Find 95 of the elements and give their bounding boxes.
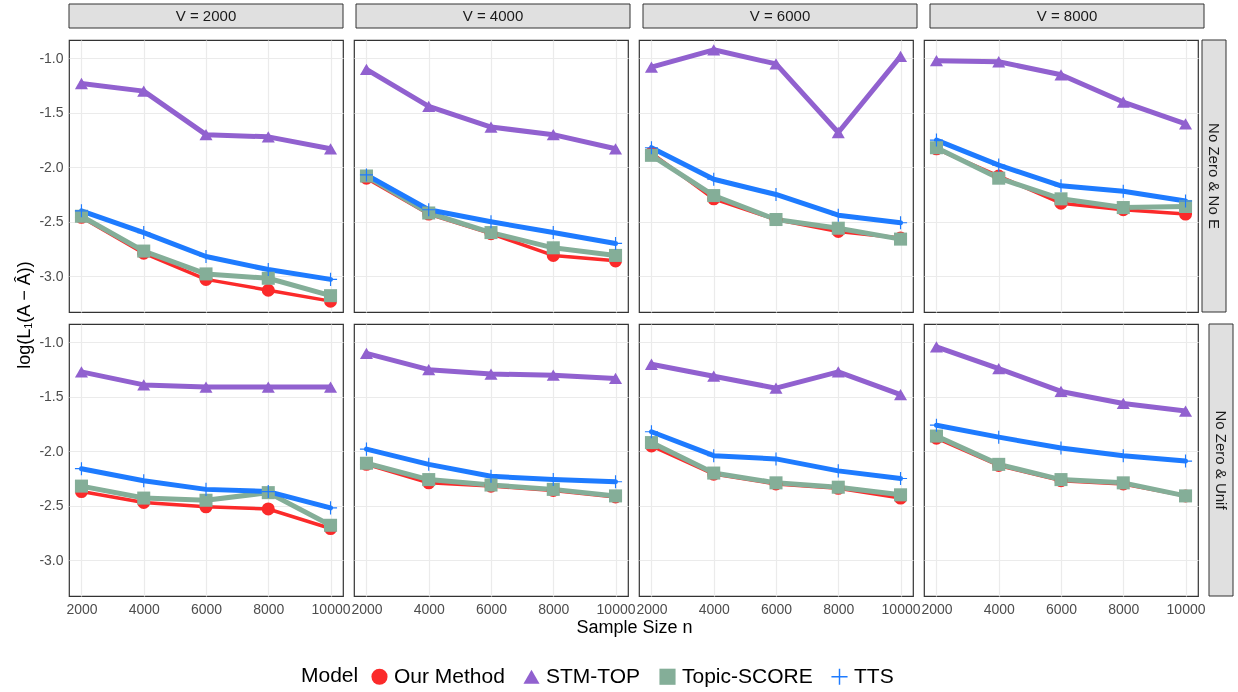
point bbox=[609, 248, 623, 262]
point bbox=[894, 389, 908, 401]
point bbox=[199, 129, 213, 141]
x-tick-label: 2000 bbox=[351, 600, 383, 617]
y2-axis-title: No Zero & Unif bbox=[1213, 410, 1230, 511]
y-tick-label: -2.5 bbox=[39, 213, 64, 230]
legend-title: Model bbox=[301, 663, 359, 686]
point bbox=[992, 362, 1006, 375]
point bbox=[74, 77, 88, 90]
point bbox=[1179, 118, 1193, 130]
point bbox=[484, 368, 498, 380]
x-tick-label: 2000 bbox=[636, 600, 668, 617]
x-tick-label: 4000 bbox=[128, 600, 161, 617]
point bbox=[1179, 405, 1193, 417]
point bbox=[324, 143, 338, 155]
point bbox=[1054, 385, 1068, 398]
legend-label: Topic-SCORE bbox=[682, 663, 813, 687]
point bbox=[644, 358, 658, 370]
point bbox=[324, 289, 338, 303]
y-tick-label: -3.0 bbox=[39, 551, 64, 568]
point bbox=[261, 131, 275, 143]
point bbox=[324, 518, 338, 532]
point bbox=[644, 61, 658, 73]
point bbox=[1116, 96, 1130, 108]
chart-title: V = 4000 bbox=[462, 7, 524, 24]
y-tick-label: -1.0 bbox=[39, 50, 64, 66]
point bbox=[324, 381, 338, 393]
point bbox=[1054, 192, 1068, 206]
x-tick-label: 10000 bbox=[1166, 600, 1206, 617]
point bbox=[261, 502, 275, 516]
y-tick-label: -1.5 bbox=[39, 388, 64, 405]
point bbox=[74, 366, 88, 378]
point bbox=[992, 56, 1006, 68]
point bbox=[261, 283, 275, 297]
point bbox=[1054, 69, 1068, 81]
x-axis-title: Sample Size n bbox=[576, 616, 693, 637]
point bbox=[261, 381, 275, 393]
point bbox=[609, 372, 623, 385]
point bbox=[929, 55, 943, 67]
y-tick-label: -1.0 bbox=[39, 334, 64, 350]
x-tick-label: 8000 bbox=[253, 600, 285, 617]
legend-label: STM-TOP bbox=[546, 663, 641, 687]
point bbox=[707, 44, 721, 56]
x-tick-label: 10000 bbox=[596, 600, 636, 617]
point bbox=[831, 126, 845, 139]
chart-title: V = 8000 bbox=[1036, 7, 1098, 24]
x-tick-label: 4000 bbox=[413, 600, 446, 617]
x-tick-label: 10000 bbox=[311, 600, 351, 617]
point bbox=[929, 341, 943, 353]
legend-label: TTS bbox=[854, 663, 894, 687]
y-tick-label: -2.5 bbox=[39, 497, 64, 514]
x-tick-label: 4000 bbox=[983, 600, 1016, 617]
point bbox=[199, 381, 213, 393]
point bbox=[422, 364, 436, 376]
chart-title: V = 2000 bbox=[175, 7, 237, 24]
point bbox=[1116, 397, 1130, 410]
point bbox=[546, 369, 560, 381]
y-tick-label: -3.0 bbox=[39, 267, 64, 284]
point bbox=[769, 382, 783, 394]
x-tick-label: 2000 bbox=[66, 600, 98, 617]
legend-label: Our Method bbox=[394, 663, 505, 687]
point bbox=[199, 493, 213, 507]
point bbox=[359, 63, 373, 76]
point bbox=[137, 491, 151, 505]
x-tick-label: 4000 bbox=[698, 600, 731, 617]
x-tick-label: 6000 bbox=[475, 600, 508, 617]
x-tick-label: 6000 bbox=[190, 600, 223, 617]
point bbox=[74, 479, 88, 493]
point bbox=[831, 366, 845, 378]
x-tick-label: 2000 bbox=[921, 600, 953, 617]
point bbox=[261, 271, 275, 285]
y-axis-title: log(L₁(A − Â)) bbox=[14, 261, 34, 369]
x-tick-label: 8000 bbox=[823, 600, 855, 617]
y-tick-label: -1.5 bbox=[39, 104, 64, 121]
x-tick-label: 8000 bbox=[538, 600, 570, 617]
x-tick-label: 6000 bbox=[760, 600, 793, 617]
point bbox=[707, 370, 721, 382]
point bbox=[422, 100, 436, 113]
point bbox=[894, 50, 908, 62]
point bbox=[359, 347, 373, 360]
chart-title: V = 6000 bbox=[749, 7, 811, 24]
x-tick-label: 8000 bbox=[1108, 600, 1140, 617]
point bbox=[546, 129, 560, 141]
y-tick-label: -2.0 bbox=[39, 442, 64, 459]
point bbox=[546, 241, 560, 255]
point bbox=[1179, 194, 1193, 208]
point bbox=[609, 143, 623, 155]
point bbox=[484, 121, 498, 133]
y-tick-label: -2.0 bbox=[39, 158, 64, 175]
point bbox=[199, 267, 213, 281]
x-tick-label: 10000 bbox=[881, 600, 921, 617]
point bbox=[137, 379, 151, 391]
x-tick-label: 6000 bbox=[1045, 600, 1078, 617]
y2-axis-title: No Zero & No E bbox=[1206, 123, 1223, 229]
point bbox=[769, 58, 783, 70]
